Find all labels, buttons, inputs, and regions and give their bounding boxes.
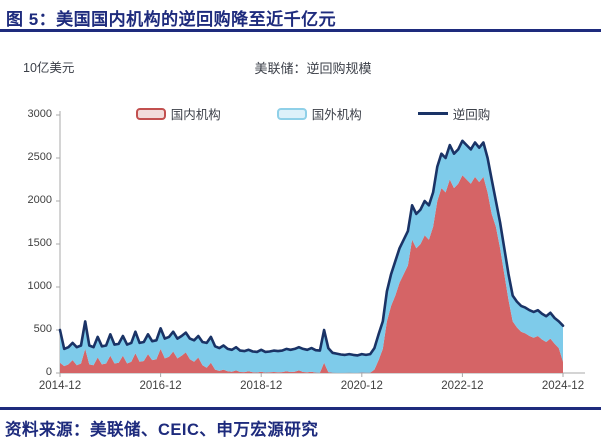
y-axis-unit-label: 10亿美元 [23, 61, 75, 75]
legend-swatch [276, 107, 307, 120]
y-tick-label: 2500 [27, 151, 52, 163]
x-tick-label: 2024-12 [541, 380, 585, 392]
footer-divider [0, 407, 601, 410]
title-underline [0, 29, 601, 32]
legend-label: 国外机构 [311, 108, 362, 122]
y-tick-label: 500 [33, 323, 52, 335]
total-line [58, 139, 565, 357]
domestic-area [60, 175, 563, 373]
legend-label: 逆回购 [452, 108, 491, 122]
y-tick-label: 3000 [27, 108, 52, 120]
figure-title-bar: 图 5：美国国内机构的逆回购降至近千亿元 [0, 0, 601, 32]
chart-title: 美联储：逆回购规模 [254, 61, 372, 76]
source-text: 资料来源：美联储、CEIC、申万宏源研究 [5, 421, 319, 439]
legend-swatch [417, 112, 448, 115]
chart-legend: 国内机构 国外机构 逆回购 [60, 104, 566, 123]
y-tick-label: 0 [45, 366, 52, 378]
legend-item-total: 逆回购 [417, 104, 491, 123]
x-tick-label: 2018-12 [240, 380, 283, 392]
foreign-area [60, 140, 563, 373]
legend-item-foreign: 国外机构 [276, 104, 362, 123]
x-tick-label: 2016-12 [139, 380, 182, 392]
x-tick-label: 2020-12 [340, 380, 383, 392]
legend-label: 国内机构 [170, 108, 221, 122]
legend-swatch [135, 107, 166, 120]
figure-title: 图 5：美国国内机构的逆回购降至近千亿元 [6, 10, 337, 29]
x-tick-label: 2014-12 [38, 380, 82, 392]
y-tick-label: 1000 [27, 280, 52, 292]
legend-item-domestic: 国内机构 [135, 104, 221, 123]
x-tick-label: 2022-12 [441, 380, 484, 392]
y-tick-label: 2000 [27, 194, 52, 206]
y-tick-label: 1500 [27, 237, 52, 249]
